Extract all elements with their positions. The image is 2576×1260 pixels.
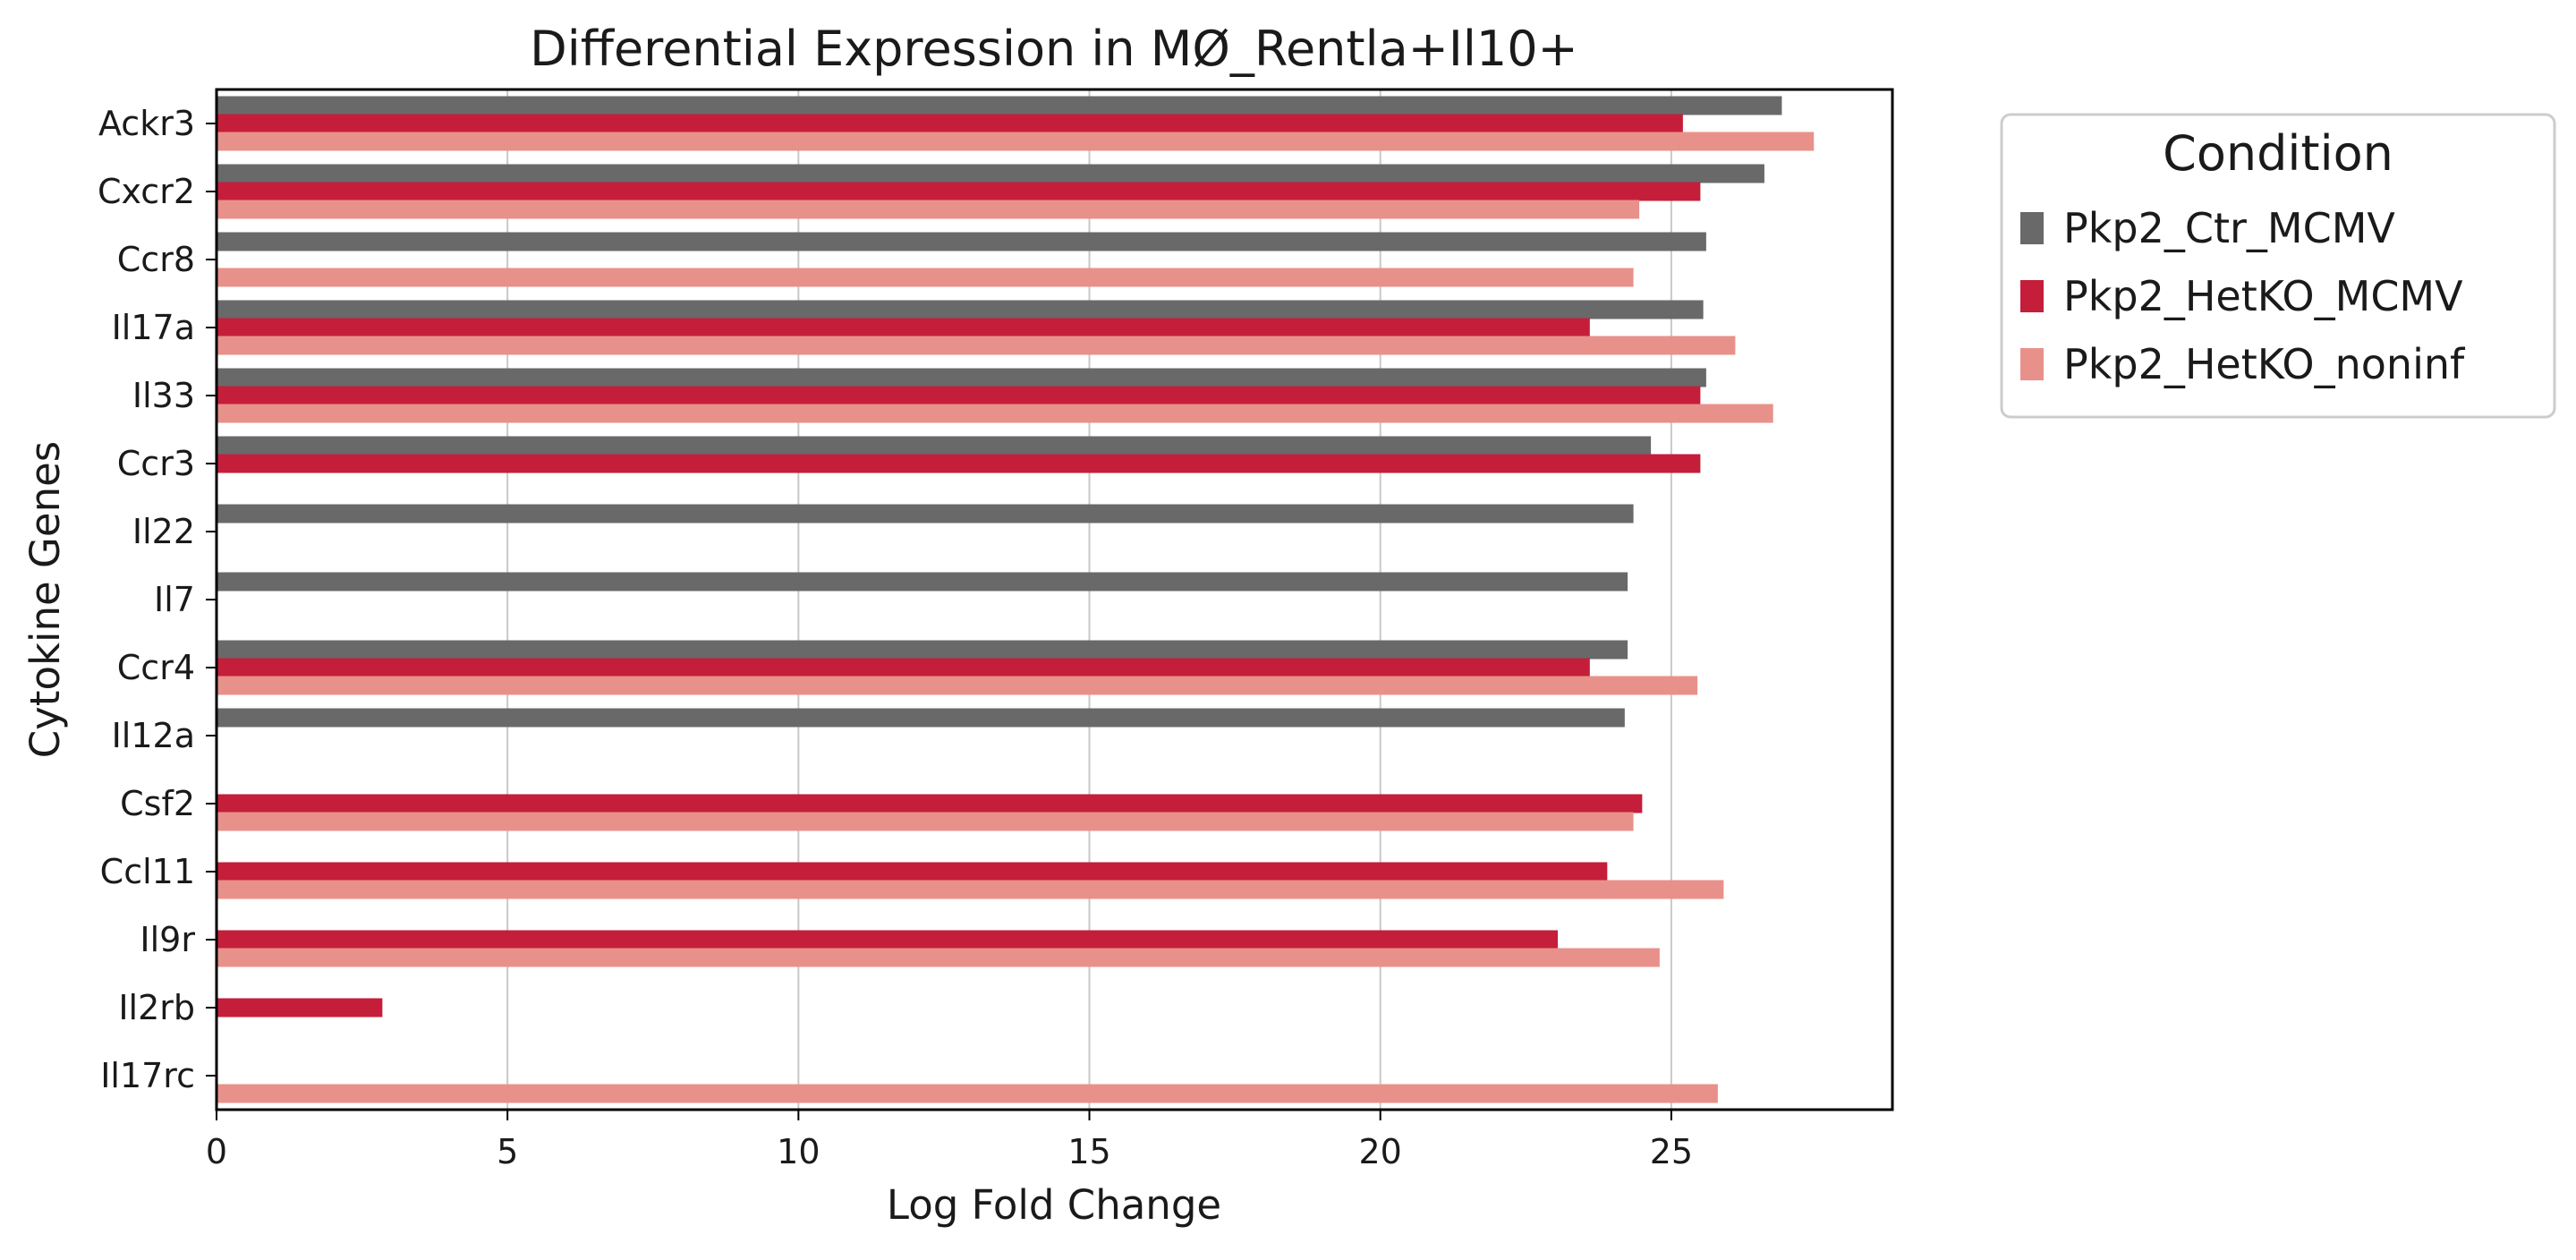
- bar-il17a-series-1: [217, 300, 1704, 319]
- bar-il22-series-1: [217, 504, 1634, 524]
- y-tick-label-il17a: Il17a: [112, 308, 195, 347]
- y-tick-label-il17rc: Il17rc: [100, 1056, 195, 1095]
- x-tick-label-0: 0: [206, 1132, 227, 1171]
- y-tick-label-ccr3: Ccr3: [117, 444, 195, 483]
- legend-label-3: Pkp2_HetKO_noninf: [2063, 340, 2466, 388]
- y-tick-label-ccr8: Ccr8: [117, 240, 195, 279]
- bar-ccr8-series-3: [217, 268, 1634, 287]
- legend-title: Condition: [2163, 125, 2393, 182]
- x-tick-label-5: 25: [1650, 1132, 1693, 1171]
- bar-csf2-series-3: [217, 812, 1634, 831]
- chart-title: Differential Expression in MØ_Rentla+Il1…: [530, 21, 1578, 77]
- bar-il9r-series-3: [217, 948, 1660, 967]
- bar-il17a-series-2: [217, 318, 1590, 337]
- y-tick-label-il22: Il22: [132, 512, 195, 551]
- legend-swatch-3: [2020, 348, 2044, 380]
- y-tick-label-ccl11: Ccl11: [100, 852, 195, 891]
- bar-ackr3-series-1: [217, 96, 1782, 115]
- y-tick-label-il12a: Il12a: [112, 716, 195, 755]
- y-axis-ticks: Ackr3 Cxcr2 Ccr8 Il17a Il33 Ccr3 Il22 Il7 Ccr4 Il…: [98, 104, 217, 1095]
- x-axis-ticks: 0 5 10 15 20 25: [206, 1110, 1693, 1171]
- bar-il33-series-1: [217, 368, 1706, 387]
- legend-swatch-1: [2020, 212, 2044, 244]
- x-tick-label-4: 20: [1359, 1132, 1402, 1171]
- y-axis-label: Cytokine Genes: [21, 441, 69, 759]
- bar-ccl11-series-2: [217, 862, 1608, 881]
- bar-il17rc-series-3: [217, 1084, 1718, 1103]
- y-tick-label-il9r: Il9r: [140, 920, 195, 959]
- bar-ccr4-series-1: [217, 640, 1628, 660]
- y-tick-label-il33: Il33: [132, 376, 195, 415]
- y-tick-label-csf2: Csf2: [120, 784, 195, 823]
- bar-il33-series-2: [217, 386, 1701, 405]
- x-tick-label-1: 5: [497, 1132, 518, 1171]
- legend-label-1: Pkp2_Ctr_MCMV: [2063, 204, 2395, 252]
- y-tick-label-il7: Il7: [154, 580, 195, 619]
- x-tick-label-2: 10: [777, 1132, 820, 1171]
- bar-ccr4-series-3: [217, 676, 1698, 695]
- bar-il2rb-series-2: [217, 998, 383, 1017]
- y-tick-label-ackr3: Ackr3: [98, 104, 195, 143]
- bar-ackr3-series-3: [217, 132, 1815, 151]
- x-tick-label-3: 15: [1067, 1132, 1110, 1171]
- bar-cxcr2-series-3: [217, 200, 1640, 219]
- bar-il7-series-1: [217, 572, 1628, 592]
- y-tick-label-ccr4: Ccr4: [117, 648, 195, 687]
- bar-ccr3-series-1: [217, 436, 1652, 455]
- legend-swatch-2: [2020, 280, 2044, 312]
- legend: Condition Pkp2_Ctr_MCMVPkp2_HetKO_MCMVPk…: [2000, 113, 2556, 419]
- bar-cxcr2-series-1: [217, 164, 1764, 183]
- legend-label-2: Pkp2_HetKO_MCMV: [2063, 272, 2463, 320]
- y-tick-label-il2rb: Il2rb: [118, 988, 195, 1027]
- bar-ccr3-series-2: [217, 454, 1701, 473]
- bar-ackr3-series-2: [217, 114, 1683, 133]
- bar-il12a-series-1: [217, 708, 1625, 728]
- bar-ccl11-series-3: [217, 880, 1724, 899]
- bar-il33-series-3: [217, 404, 1773, 423]
- bar-csf2-series-2: [217, 794, 1643, 813]
- bars: [217, 96, 1815, 1103]
- bar-ccr4-series-2: [217, 658, 1590, 677]
- bar-il17a-series-3: [217, 336, 1736, 355]
- bar-il9r-series-2: [217, 930, 1559, 949]
- bar-cxcr2-series-2: [217, 182, 1701, 201]
- bar-ccr8-series-1: [217, 232, 1706, 251]
- legend-frame: [2000, 113, 2556, 419]
- x-axis-label: Log Fold Change: [887, 1181, 1221, 1229]
- legend-items: Pkp2_Ctr_MCMV Pkp2_HetKO_MCMV Pkp2_HetKO_n…: [2020, 204, 2466, 388]
- y-tick-label-cxcr2: Cxcr2: [98, 172, 195, 211]
